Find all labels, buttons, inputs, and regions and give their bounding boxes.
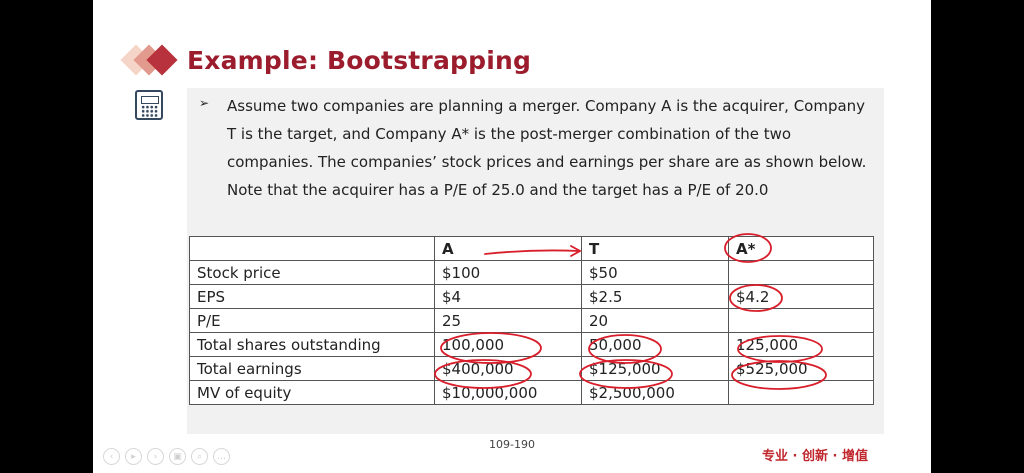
- cell: 50,000: [581, 332, 729, 357]
- cell: $10,000,000: [434, 380, 582, 405]
- header-cell: [189, 236, 435, 261]
- play-button[interactable]: ▸: [125, 448, 142, 465]
- cell: $125,000: [581, 356, 729, 381]
- problem-paragraph: Assume two companies are planning a merg…: [227, 97, 867, 199]
- cell: [728, 308, 874, 333]
- cell: $100: [434, 260, 582, 285]
- cell: $2.5: [581, 284, 729, 309]
- content-box: ➢ Assume two companies are planning a me…: [187, 88, 884, 434]
- header-cell-a: A: [434, 236, 582, 261]
- row-label: EPS: [189, 284, 435, 309]
- table-row: Total earnings $400,000 $125,000 $525,00…: [189, 356, 874, 381]
- more-button[interactable]: …: [213, 448, 230, 465]
- header-cell-astar: A*: [728, 236, 874, 261]
- table-row: EPS $4 $2.5 $4.2: [189, 284, 874, 309]
- cell: 100,000: [434, 332, 582, 357]
- slide: Example: Bootstrapping ➢ Assume two comp…: [93, 0, 931, 473]
- zoom-button[interactable]: ⌕: [191, 448, 208, 465]
- cell: $50: [581, 260, 729, 285]
- cell: $4.2: [728, 284, 874, 309]
- cell: 20: [581, 308, 729, 333]
- table-row: Stock price $100 $50: [189, 260, 874, 285]
- title-bar: Example: Bootstrapping: [120, 42, 532, 78]
- next-slide-button[interactable]: ›: [147, 448, 164, 465]
- title-diamonds-icon: [120, 42, 183, 78]
- cell: $2,500,000: [581, 380, 729, 405]
- cell: 125,000: [728, 332, 874, 357]
- cell: $400,000: [434, 356, 582, 381]
- header-cell-t: T: [581, 236, 729, 261]
- copy-button[interactable]: ▣: [169, 448, 186, 465]
- calculator-icon: [135, 90, 163, 120]
- table-row: Total shares outstanding 100,000 50,000 …: [189, 332, 874, 357]
- bullet-marker: ➢: [199, 96, 210, 110]
- slide-title: Example: Bootstrapping: [187, 45, 532, 75]
- row-label: MV of equity: [189, 380, 435, 405]
- page-number: 109-190: [489, 438, 535, 451]
- cell: [728, 260, 874, 285]
- row-label: Total earnings: [189, 356, 435, 381]
- table-row: MV of equity $10,000,000 $2,500,000: [189, 380, 874, 405]
- row-label: P/E: [189, 308, 435, 333]
- footer-slogan: 专业 · 创新 · 增值: [762, 449, 868, 464]
- prev-slide-button[interactable]: ‹: [103, 448, 120, 465]
- table-row: P/E 25 20: [189, 308, 874, 333]
- row-label: Stock price: [189, 260, 435, 285]
- cell: [728, 380, 874, 405]
- merger-table: A T A* Stock price $100 $50 EPS $4 $2.5 …: [189, 236, 874, 405]
- cell: $4: [434, 284, 582, 309]
- row-label: Total shares outstanding: [189, 332, 435, 357]
- cell: 25: [434, 308, 582, 333]
- table-header-row: A T A*: [189, 236, 874, 261]
- cell: $525,000: [728, 356, 874, 381]
- player-controls: ‹ ▸ › ▣ ⌕ …: [103, 448, 230, 465]
